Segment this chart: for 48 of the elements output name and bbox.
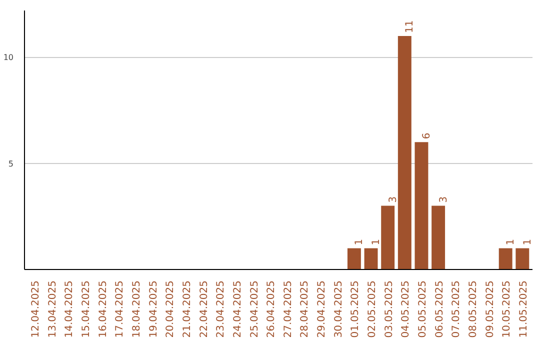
bar [498,248,512,270]
data-label: 3 [438,196,450,203]
x-tick-label: 06.05.2025 [434,280,446,338]
x-tick-label: 10.05.2025 [502,280,513,338]
x-tick-label: 22.04.2025 [198,280,210,338]
x-tick-label: 14.04.2025 [64,280,76,338]
x-tick-label: 03.05.2025 [384,280,395,338]
bar [516,248,530,270]
data-label: 11 [404,20,416,33]
data-label: 1 [354,238,366,246]
data-label: 6 [421,132,432,140]
x-tick-label: 05.05.2025 [417,280,428,338]
y-tick-label: 10 [3,53,14,62]
x-tick-label: 13.04.2025 [47,280,58,338]
x-tick-label: 15.04.2025 [81,280,92,338]
data-label: 3 [388,196,399,203]
x-tick-label: 02.05.2025 [367,280,378,338]
x-tick-label: 25.04.2025 [249,280,260,338]
x-tick-label: 17.04.2025 [114,280,126,338]
x-tick-label: 12.04.2025 [30,280,42,338]
x-tick-label: 20.04.2025 [165,280,176,338]
x-tick-label: 26.04.2025 [266,280,278,338]
x-tick-label: 30.04.2025 [333,280,344,338]
x-tick-label: 21.04.2025 [182,280,193,338]
bar [381,206,395,270]
x-tick-label: 23.04.2025 [216,280,227,338]
x-tick-label: 16.04.2025 [98,280,109,338]
x-tick-label: 01.05.2025 [350,280,362,338]
bar [432,206,446,270]
x-tick-label: 24.04.2025 [232,280,244,338]
data-label: 1 [371,238,382,246]
bar [347,248,361,270]
x-tick-label: 29.04.2025 [316,280,328,338]
x-tick-label: 09.05.2025 [484,280,496,338]
x-tick-label: 18.04.2025 [132,280,143,338]
x-tick-label: 28.04.2025 [300,280,311,338]
x-tick-label: 04.05.2025 [400,280,412,338]
x-tick-label: 27.04.2025 [282,280,294,338]
bar [398,36,412,270]
x-tick-label: 19.04.2025 [148,280,160,338]
x-tick-label: 07.05.2025 [451,280,462,338]
bar [414,142,428,270]
y-tick-label: 5 [8,159,14,168]
data-label: 1 [506,238,517,246]
x-tick-label: 08.05.2025 [468,280,479,338]
x-tick-label: 11.05.2025 [518,280,530,338]
data-label: 1 [522,238,534,246]
bar [364,248,378,270]
